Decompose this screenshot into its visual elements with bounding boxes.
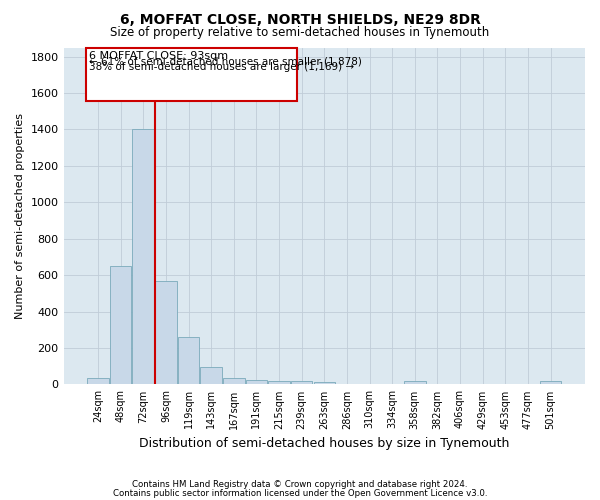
- X-axis label: Distribution of semi-detached houses by size in Tynemouth: Distribution of semi-detached houses by …: [139, 437, 509, 450]
- Bar: [268, 381, 290, 384]
- Bar: [110, 266, 131, 384]
- Text: Size of property relative to semi-detached houses in Tynemouth: Size of property relative to semi-detach…: [110, 26, 490, 39]
- Bar: [540, 381, 561, 384]
- Bar: [404, 381, 425, 384]
- Bar: [86, 48, 297, 101]
- Text: 6, MOFFAT CLOSE, NORTH SHIELDS, NE29 8DR: 6, MOFFAT CLOSE, NORTH SHIELDS, NE29 8DR: [119, 12, 481, 26]
- Bar: [314, 382, 335, 384]
- Bar: [178, 337, 199, 384]
- Bar: [87, 378, 109, 384]
- Text: Contains public sector information licensed under the Open Government Licence v3: Contains public sector information licen…: [113, 489, 487, 498]
- Bar: [200, 367, 222, 384]
- Bar: [291, 381, 313, 384]
- Bar: [133, 130, 154, 384]
- Text: 6 MOFFAT CLOSE: 93sqm: 6 MOFFAT CLOSE: 93sqm: [89, 51, 228, 61]
- Bar: [223, 378, 245, 384]
- Text: 38% of semi-detached houses are larger (1,169) →: 38% of semi-detached houses are larger (…: [89, 62, 354, 72]
- Bar: [155, 280, 176, 384]
- Text: Contains HM Land Registry data © Crown copyright and database right 2024.: Contains HM Land Registry data © Crown c…: [132, 480, 468, 489]
- Bar: [245, 380, 267, 384]
- Y-axis label: Number of semi-detached properties: Number of semi-detached properties: [15, 113, 25, 319]
- Text: ← 61% of semi-detached houses are smaller (1,878): ← 61% of semi-detached houses are smalle…: [89, 56, 362, 66]
